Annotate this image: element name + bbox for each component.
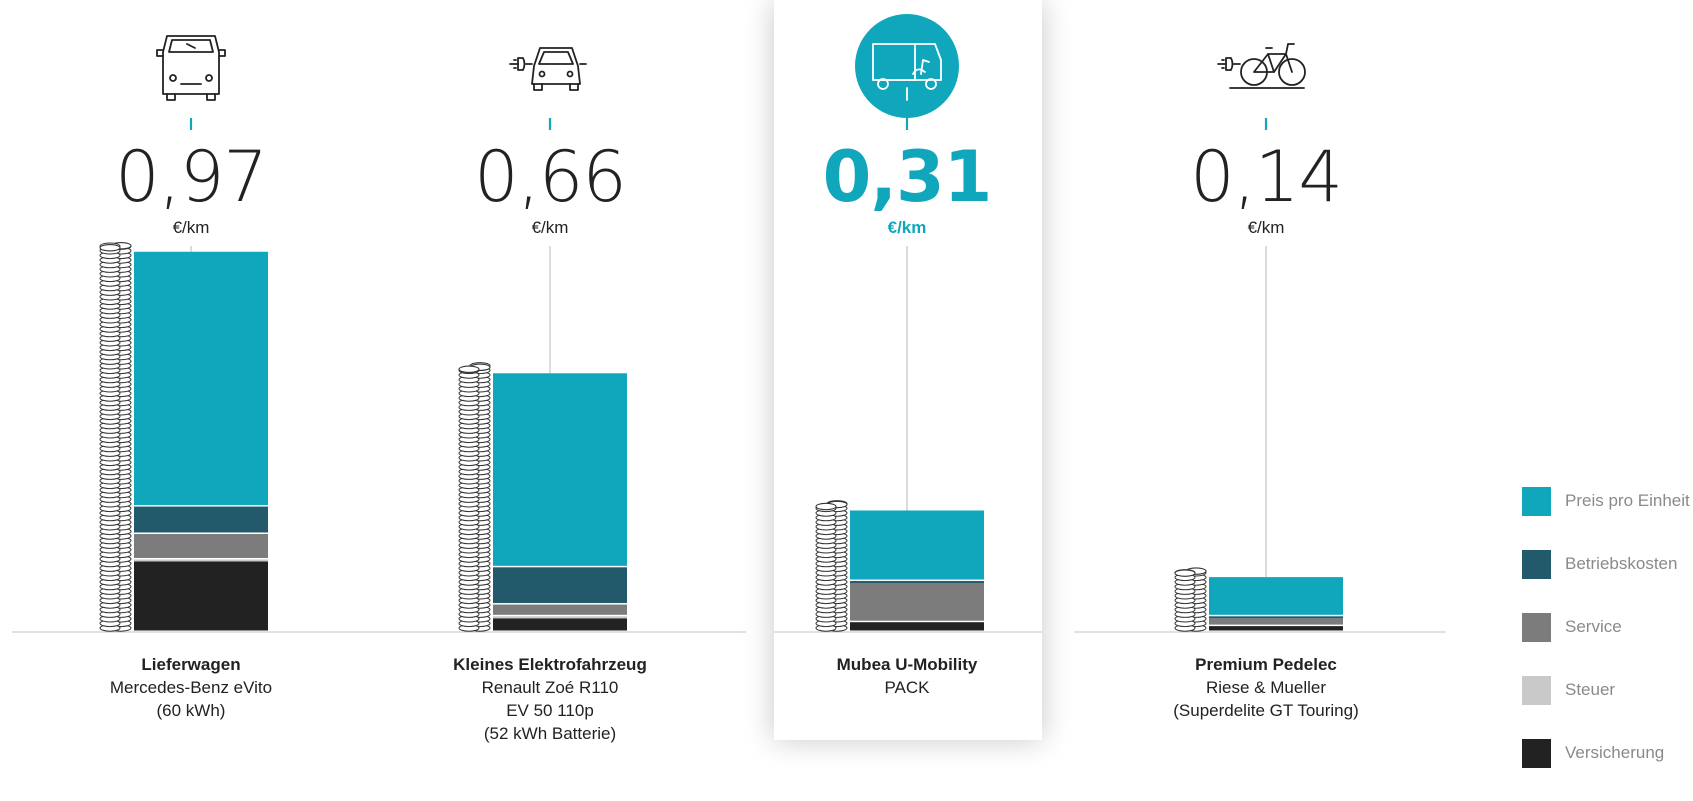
- vehicle-caption: Premium Pedelec Riese & Mueller (Superdeli…: [1116, 653, 1416, 722]
- legend-item: Betriebskosten: [1522, 549, 1693, 579]
- price-label: 0,31 €/km: [777, 142, 1037, 238]
- coin-stack-icon: [99, 242, 121, 632]
- vehicle-caption: Kleines Elektrofahrzeug Renault Zoé R110 E…: [400, 653, 700, 745]
- bar-segment-versicherung: [134, 561, 268, 631]
- coin-stack-icon: [815, 502, 837, 632]
- electric-car-icon: [509, 47, 587, 91]
- price-unit: €/km: [1247, 218, 1285, 237]
- price-unit: €/km: [887, 218, 927, 237]
- legend: Preis pro Einheit Betriebskosten Service St…: [1522, 486, 1693, 801]
- vehicle-detail: (Superdelite GT Touring): [1173, 701, 1359, 720]
- vehicle-name: Kleines Elektrofahrzeug: [453, 655, 647, 674]
- vehicle-name: Mubea U-Mobility: [836, 655, 978, 674]
- price-unit: €/km: [172, 218, 210, 237]
- legend-item: Service: [1522, 612, 1693, 642]
- bar-segment-versicherung: [1209, 626, 1343, 631]
- bar-segment-service: [493, 604, 627, 615]
- vehicle-detail: Riese & Mueller: [1206, 678, 1326, 697]
- legend-label: Versicherung: [1565, 743, 1665, 762]
- legend-swatch: [1522, 738, 1551, 768]
- legend-swatch: [1522, 612, 1551, 642]
- legend-swatch: [1522, 675, 1551, 705]
- chart-canvas: [12, 14, 1446, 633]
- bar-segment-preis-pro-einheit: [850, 510, 984, 580]
- vehicle-caption: Lieferwagen Mercedes-Benz eVito (60 kWh): [41, 653, 341, 722]
- bar-segment-steuer: [134, 559, 268, 562]
- price-value: 0,14: [1190, 136, 1343, 218]
- bar-segment-service: [850, 583, 984, 621]
- bar-segment-betriebskosten: [850, 581, 984, 583]
- legend-swatch: [1522, 549, 1551, 579]
- vehicle-detail: (60 kWh): [156, 701, 226, 720]
- bar-segment-service: [1209, 618, 1343, 625]
- vehicle-name: Premium Pedelec: [1195, 655, 1337, 674]
- vehicle-name: Lieferwagen: [141, 655, 241, 674]
- bar-segment-betriebskosten: [134, 506, 268, 533]
- price-label: 0,14 €/km: [1136, 142, 1396, 238]
- bar-segment-betriebskosten: [493, 567, 627, 604]
- cargo-ebike-icon: [855, 14, 959, 118]
- vehicle-detail: (52 kWh Batterie): [483, 724, 617, 743]
- price-label: 0,97 €/km: [61, 142, 321, 238]
- legend-item: Steuer: [1522, 675, 1693, 705]
- delivery-van-icon: [156, 35, 226, 101]
- legend-item: Preis pro Einheit: [1522, 486, 1693, 516]
- coin-stack-icon: [1174, 569, 1196, 632]
- vehicle-detail: Renault Zoé R110: [481, 678, 619, 697]
- price-unit: €/km: [531, 218, 569, 237]
- bar-segment-preis-pro-einheit: [493, 373, 627, 566]
- legend-swatch: [1522, 486, 1551, 516]
- coin-stack-icon: [458, 365, 480, 632]
- bar-segment-preis-pro-einheit: [134, 251, 268, 506]
- legend-item: Versicherung: [1522, 738, 1693, 768]
- chart-stage: 0,97 €/km 0,66 €/km 0,31 €/km 0,14 €/km Lieferw…: [12, 14, 1690, 768]
- bar-segment-preis-pro-einheit: [1209, 577, 1343, 615]
- vehicle-detail: PACK: [884, 678, 930, 697]
- price-value: 0,66: [474, 136, 627, 218]
- legend-label: Service: [1565, 617, 1622, 636]
- bar-segment-betriebskosten: [1209, 616, 1343, 619]
- bar-segment-steuer: [493, 616, 627, 619]
- bar-segment-service: [134, 534, 268, 558]
- bar-segment-versicherung: [493, 618, 627, 631]
- bar-segment-versicherung: [850, 622, 984, 631]
- legend-label: Preis pro Einheit: [1565, 491, 1690, 510]
- vehicle-detail: Mercedes-Benz eVito: [109, 678, 273, 697]
- vehicle-detail: EV 50 110p: [506, 701, 594, 720]
- price-value: 0,31: [822, 136, 993, 218]
- legend-label: Steuer: [1565, 680, 1616, 699]
- price-label: 0,66 €/km: [420, 142, 680, 238]
- vehicle-caption: Mubea U-Mobility PACK: [757, 653, 1057, 699]
- legend-label: Betriebskosten: [1565, 554, 1678, 573]
- price-value: 0,97: [115, 136, 268, 218]
- pedelec-bicycle-icon: [1217, 43, 1306, 89]
